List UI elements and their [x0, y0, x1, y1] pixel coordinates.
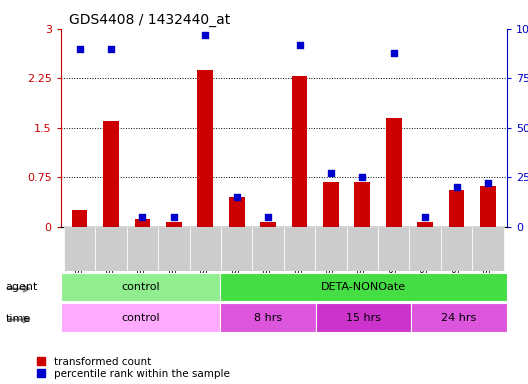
Point	[169, 214, 178, 220]
Bar	[284, 227, 315, 271]
Bar	[220, 273, 507, 301]
Bar	[291, 76, 307, 227]
Point	[107, 45, 115, 51]
Bar	[316, 303, 411, 332]
Bar	[411, 303, 507, 332]
Bar	[135, 218, 150, 227]
Point	[76, 45, 84, 51]
Point	[232, 194, 241, 200]
Text: 24 hrs: 24 hrs	[441, 313, 477, 323]
Bar	[103, 121, 119, 227]
Bar	[480, 186, 496, 227]
Text: agent: agent	[5, 282, 37, 292]
Bar	[252, 227, 284, 271]
Bar	[347, 227, 378, 271]
Point	[138, 214, 147, 220]
Bar	[166, 222, 182, 227]
Text: DETA-NONOate: DETA-NONOate	[321, 282, 406, 292]
Bar	[220, 303, 316, 332]
Bar	[449, 190, 465, 227]
Point	[295, 41, 304, 48]
Text: 15 hrs: 15 hrs	[346, 313, 381, 323]
Text: 8 hrs: 8 hrs	[254, 313, 282, 323]
Bar	[315, 227, 347, 271]
Bar	[441, 227, 473, 271]
Bar	[127, 227, 158, 271]
Legend: transformed count, percentile rank within the sample: transformed count, percentile rank withi…	[37, 357, 230, 379]
Text: control: control	[121, 282, 159, 292]
Bar	[410, 227, 441, 271]
Bar	[354, 182, 370, 227]
Bar	[72, 210, 88, 227]
Bar	[417, 222, 433, 227]
Text: time: time	[5, 314, 31, 324]
Bar	[61, 303, 220, 332]
Bar	[378, 227, 410, 271]
Bar	[197, 70, 213, 227]
Bar	[64, 227, 95, 271]
Bar	[95, 227, 127, 271]
Point	[484, 180, 492, 186]
Point	[201, 31, 210, 38]
Bar	[229, 197, 244, 227]
Point	[390, 50, 398, 56]
Bar	[221, 227, 252, 271]
Bar	[61, 273, 220, 301]
Point	[327, 170, 335, 176]
Bar	[386, 118, 402, 227]
Point	[264, 214, 272, 220]
Text: GDS4408 / 1432440_at: GDS4408 / 1432440_at	[69, 13, 230, 27]
Bar	[323, 182, 339, 227]
Bar	[260, 222, 276, 227]
Bar	[190, 227, 221, 271]
Bar	[473, 227, 504, 271]
Point	[358, 174, 366, 180]
Text: control: control	[121, 313, 159, 323]
Bar	[158, 227, 190, 271]
Point	[452, 184, 461, 190]
Point	[421, 214, 429, 220]
